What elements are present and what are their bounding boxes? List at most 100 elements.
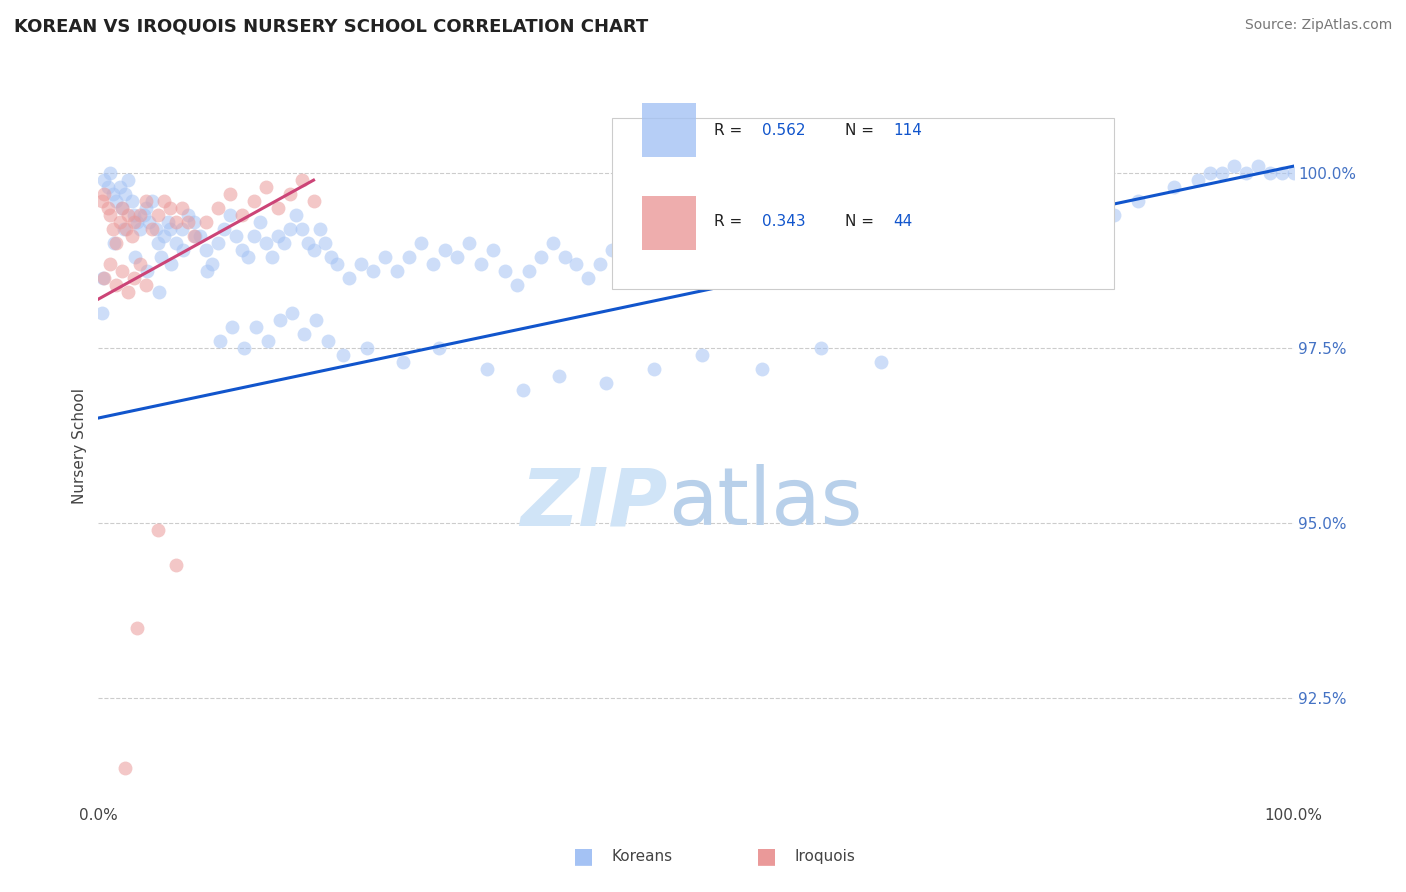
Point — [804, 236, 827, 251]
Point — [269, 313, 291, 327]
Text: KOREAN VS IROQUOIS NURSERY SCHOOL CORRELATION CHART: KOREAN VS IROQUOIS NURSERY SCHOOL CORREL… — [14, 18, 648, 36]
Point — [278, 222, 301, 236]
Point — [124, 250, 146, 264]
Point — [135, 194, 157, 208]
Point — [326, 257, 349, 271]
Point — [183, 215, 205, 229]
Point — [111, 201, 134, 215]
Point — [98, 166, 122, 180]
Point — [112, 222, 135, 236]
Point — [1187, 173, 1209, 187]
Point — [194, 215, 218, 229]
Point — [841, 222, 863, 236]
Point — [292, 327, 315, 342]
Point — [105, 278, 128, 293]
Point — [290, 222, 312, 236]
Point — [111, 264, 134, 278]
Point — [446, 250, 468, 264]
Point — [475, 362, 498, 376]
Text: atlas: atlas — [668, 464, 862, 542]
Point — [332, 348, 354, 362]
Point — [685, 250, 707, 264]
Point — [529, 250, 551, 264]
Text: Koreans: Koreans — [612, 849, 672, 863]
Point — [554, 250, 576, 264]
Point — [136, 264, 159, 278]
Point — [1067, 194, 1090, 208]
Point — [661, 236, 683, 251]
Y-axis label: Nursery School: Nursery School — [72, 388, 87, 504]
Point — [207, 236, 229, 251]
Point — [745, 243, 768, 257]
Point — [602, 243, 624, 257]
Point — [427, 341, 450, 355]
Point — [125, 621, 148, 635]
Point — [159, 201, 181, 215]
Text: Iroquois: Iroquois — [794, 849, 855, 863]
Point — [195, 264, 218, 278]
Point — [108, 215, 131, 229]
Point — [316, 334, 339, 348]
Point — [101, 187, 124, 202]
Point — [302, 243, 325, 257]
Point — [290, 173, 312, 187]
Point — [517, 264, 540, 278]
Point — [398, 250, 420, 264]
Point — [236, 250, 259, 264]
Point — [188, 229, 211, 244]
Point — [267, 229, 290, 244]
Text: ZIP: ZIP — [520, 464, 668, 542]
Point — [219, 208, 242, 222]
Point — [1019, 215, 1042, 229]
FancyBboxPatch shape — [613, 118, 1115, 289]
Point — [156, 215, 179, 229]
Point — [1128, 194, 1150, 208]
Point — [308, 222, 330, 236]
Point — [194, 243, 218, 257]
Point — [648, 250, 672, 264]
Point — [245, 320, 267, 334]
Point — [243, 194, 266, 208]
Point — [141, 194, 163, 208]
Point — [512, 383, 534, 397]
Point — [267, 201, 290, 215]
Point — [124, 271, 146, 285]
Point — [870, 355, 893, 369]
Point — [363, 264, 385, 278]
Point — [249, 215, 271, 229]
Point — [117, 173, 139, 187]
Point — [117, 285, 139, 299]
Point — [1198, 166, 1220, 180]
Point — [315, 236, 337, 251]
Point — [863, 250, 887, 264]
Text: 114: 114 — [893, 123, 922, 138]
Point — [160, 257, 183, 271]
Text: 0.343: 0.343 — [762, 214, 806, 228]
Text: N =: N = — [845, 123, 879, 138]
Point — [148, 236, 170, 251]
Point — [321, 250, 343, 264]
Text: ■: ■ — [756, 847, 776, 866]
Point — [153, 229, 176, 244]
Point — [117, 208, 139, 222]
Point — [948, 208, 970, 222]
Point — [121, 194, 143, 208]
Bar — [643, 196, 696, 250]
Point — [1043, 201, 1066, 215]
Point — [231, 243, 253, 257]
Point — [165, 558, 187, 572]
Point — [98, 208, 122, 222]
Point — [105, 194, 128, 208]
Text: 0.562: 0.562 — [762, 123, 806, 138]
Point — [709, 264, 731, 278]
Point — [481, 243, 505, 257]
Point — [1282, 166, 1305, 180]
Point — [93, 187, 115, 202]
Point — [97, 201, 120, 215]
Text: R =: R = — [714, 214, 747, 228]
Point — [924, 222, 946, 236]
Point — [595, 376, 617, 390]
Point — [225, 229, 247, 244]
Point — [626, 264, 648, 278]
Point — [108, 180, 131, 194]
